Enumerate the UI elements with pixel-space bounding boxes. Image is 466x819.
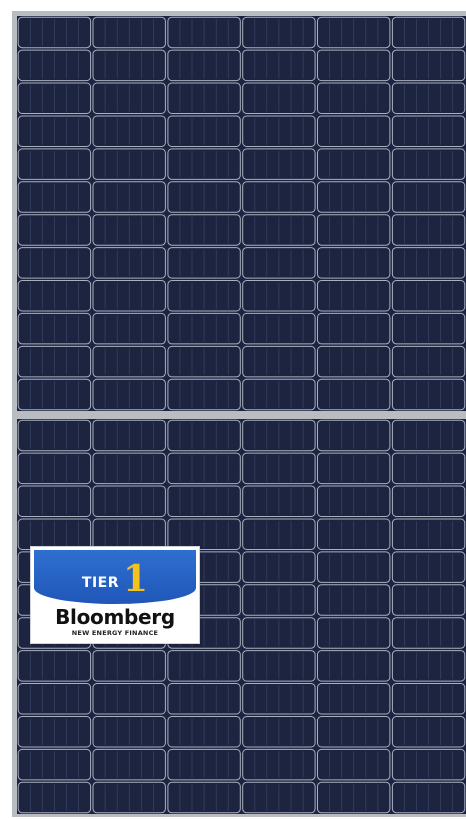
panel-cell-grid bbox=[17, 16, 466, 814]
brand-name: Bloomberg bbox=[55, 605, 175, 629]
tier-number: 1 bbox=[123, 558, 149, 600]
tier-label: TIER bbox=[81, 575, 120, 591]
tier1-badge: TIER 1 Bloomberg NEW ENERGY FINANCE bbox=[31, 547, 199, 643]
panel-center-divider bbox=[12, 411, 466, 419]
brand-subtitle: NEW ENERGY FINANCE bbox=[71, 629, 159, 637]
badge-banner: TIER 1 bbox=[34, 550, 196, 604]
